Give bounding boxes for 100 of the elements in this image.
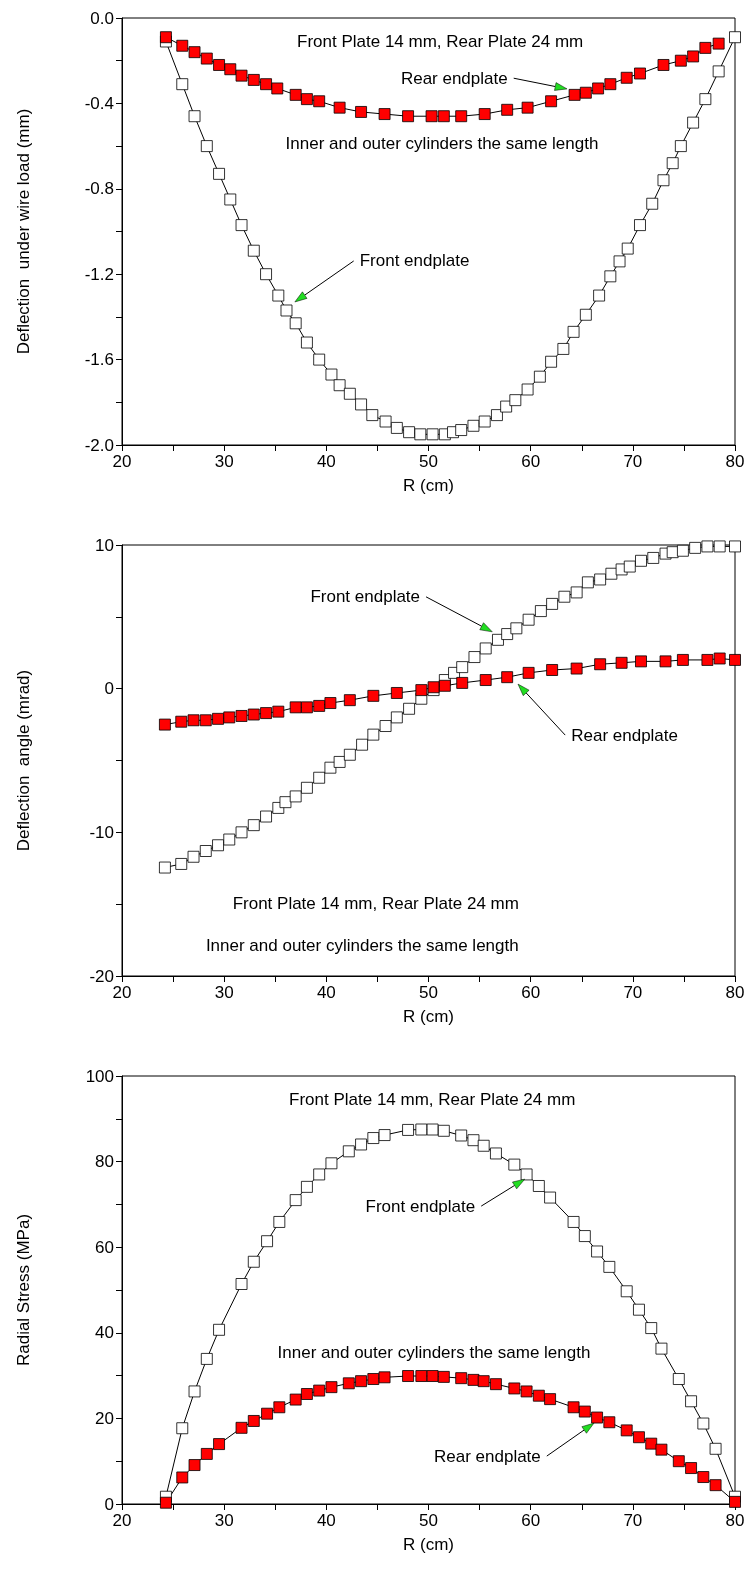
point [685, 1395, 697, 1408]
point [437, 1370, 450, 1383]
point [426, 1370, 439, 1382]
point [390, 711, 403, 724]
point [280, 304, 293, 317]
point [390, 687, 403, 699]
point [579, 86, 592, 99]
y-tick-label: 40 [95, 1323, 114, 1343]
point [367, 689, 380, 702]
point [522, 666, 535, 679]
point [646, 197, 659, 210]
annotation: Front endplate [365, 1196, 476, 1216]
point [533, 370, 546, 383]
point [289, 1393, 302, 1406]
point [379, 415, 392, 428]
annotation: Front Plate 14 mm, Rear Plate 24 mm [289, 1089, 576, 1109]
point [685, 1462, 697, 1474]
point [414, 428, 427, 441]
point [159, 718, 171, 731]
x-tick-label: 40 [316, 452, 336, 471]
point [271, 82, 284, 95]
point [402, 110, 414, 123]
point [712, 65, 725, 78]
point [570, 586, 583, 599]
y-tick-label: -0.4 [84, 93, 114, 113]
point [521, 383, 534, 396]
y-tick-label: 80 [95, 1152, 114, 1172]
point [313, 95, 326, 108]
y-tick-label: -1.6 [84, 350, 114, 370]
point [634, 219, 646, 231]
point [645, 1322, 658, 1334]
point [301, 336, 313, 349]
point [403, 426, 415, 439]
point [666, 157, 679, 170]
point [568, 88, 581, 101]
point [729, 654, 741, 666]
point [200, 1353, 213, 1365]
point [378, 1371, 391, 1384]
point [620, 1424, 633, 1437]
y-tick-label: 0 [104, 1494, 114, 1514]
point [273, 1401, 286, 1414]
point [313, 771, 326, 784]
x-tick-label: 70 [623, 1511, 643, 1530]
point [402, 1124, 414, 1136]
point [677, 544, 689, 557]
point [701, 540, 714, 553]
point [701, 654, 714, 666]
point [709, 1442, 722, 1455]
point [593, 289, 606, 302]
point [289, 88, 302, 101]
x-tick-label: 80 [725, 983, 745, 1002]
point [546, 664, 559, 676]
point [456, 677, 469, 689]
point [247, 244, 260, 257]
point [477, 1139, 490, 1152]
point [578, 1230, 591, 1242]
point [235, 826, 248, 839]
y-tick-label: 20 [95, 1408, 114, 1428]
annotation: Inner and outer cylinders the same length [205, 935, 519, 955]
point [212, 712, 224, 725]
point [697, 1471, 710, 1483]
annotation: Front Plate 14 mm, Rear Plate 24 mm [232, 894, 519, 914]
point [200, 140, 213, 152]
point [604, 270, 617, 283]
x-axis-title: R (cm) [403, 1535, 454, 1554]
point [467, 1373, 480, 1386]
point [200, 1448, 213, 1460]
point [532, 1389, 545, 1402]
point [176, 1471, 189, 1484]
point [289, 701, 302, 714]
point [213, 1323, 225, 1336]
point [438, 679, 451, 692]
point [687, 116, 700, 129]
point [635, 655, 647, 668]
point [545, 355, 557, 368]
point [591, 1411, 603, 1424]
point [426, 428, 439, 441]
y-tick-label: 0.0 [90, 8, 114, 28]
point [188, 46, 201, 59]
point [175, 715, 188, 728]
point [477, 1375, 490, 1388]
point [313, 353, 326, 366]
point [224, 63, 237, 76]
point [437, 110, 450, 123]
point [578, 1405, 591, 1418]
point [200, 52, 213, 65]
point [581, 576, 594, 589]
point [604, 78, 617, 91]
point [437, 1124, 450, 1137]
y-tick-label: 60 [95, 1237, 114, 1257]
point [325, 368, 338, 381]
point [367, 1132, 380, 1144]
x-axis-title: R (cm) [403, 1007, 454, 1026]
y-tick-label: -1.2 [84, 264, 114, 284]
x-tick-label: 40 [316, 1511, 336, 1530]
point [467, 419, 480, 432]
point [657, 59, 670, 71]
point [712, 37, 725, 50]
point [260, 268, 272, 281]
y-tick-label: 100 [85, 1066, 114, 1086]
